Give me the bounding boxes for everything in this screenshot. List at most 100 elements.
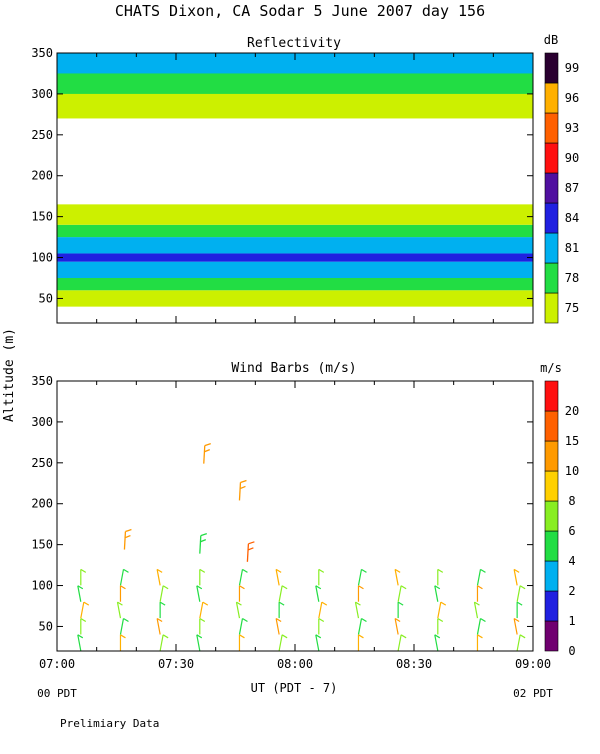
wind-barb	[516, 585, 526, 602]
wind-barb-staff	[196, 585, 201, 602]
wind-barb-flag	[162, 634, 169, 639]
wind-barb-staff	[196, 634, 201, 651]
wind-barb-flag	[248, 541, 255, 545]
wind-barb-upper	[123, 528, 132, 550]
wind-colorbar-swatch	[544, 500, 559, 532]
wind-barb-staff	[315, 634, 320, 651]
wind-colorbar-swatch	[544, 470, 559, 502]
wind-barb-staff	[513, 618, 518, 635]
wind-barb-flag	[437, 617, 444, 622]
wind-barb	[80, 617, 87, 635]
wind-barb	[80, 568, 87, 586]
y-axis-label: Altitude (m)	[2, 328, 17, 422]
wind-barb-staff	[476, 569, 482, 586]
wind-colorbar-swatch	[544, 410, 559, 442]
wind-barb-flag	[123, 568, 129, 573]
wind-barb-flag	[358, 585, 364, 590]
wind-barb-staff	[159, 634, 164, 651]
wind-barb	[159, 601, 166, 619]
wind-barb-staff	[238, 569, 244, 586]
wind-colorbar-label: 20	[565, 404, 579, 418]
wind-barb	[159, 634, 169, 651]
wind-barb-flag	[519, 585, 526, 590]
wind-barb-staff	[235, 601, 241, 619]
wind-frame	[56, 380, 534, 652]
wind-barb-flag	[318, 568, 325, 573]
wind-ytick-label: 100	[31, 579, 53, 593]
wind-barb-flag	[162, 585, 169, 590]
wind-barb-flag	[275, 568, 282, 573]
wind-barb-flag	[120, 585, 126, 590]
wind-barb	[119, 585, 126, 602]
wind-barb	[516, 634, 526, 651]
wind-barb-flag	[400, 634, 407, 639]
wind-barb	[357, 568, 367, 586]
x-sublabel-right: 02 PDT	[513, 687, 553, 700]
wind-barb	[275, 617, 282, 635]
wind-barb-flag	[236, 601, 242, 606]
wind-barb	[357, 634, 364, 651]
wind-plot-area	[77, 443, 526, 651]
wind-barb-flag	[434, 585, 441, 590]
reflectivity-title: Reflectivity	[247, 36, 341, 51]
wind-barb	[238, 634, 245, 651]
wind-barb-staff	[238, 482, 242, 501]
wind-axes: 50 100 150 200 250 300 350 07:00 07:30 08:00 08:30…	[31, 374, 551, 671]
wind-barb-upper	[238, 479, 247, 501]
page-title: CHATS Dixon, CA Sodar 5 June 2007 day 15…	[115, 2, 485, 20]
wind-colorbar-label: 8	[568, 494, 575, 508]
wind-barb-flag	[440, 601, 447, 606]
wind-barb-staff	[434, 585, 439, 602]
wind-barb-staff	[318, 601, 323, 619]
wind-xtick-label: 07:30	[158, 657, 194, 671]
wind-barb-staff	[397, 634, 402, 651]
wind-ytick-label: 250	[31, 456, 53, 470]
wind-ytick-label: 350	[31, 374, 53, 388]
wind-barb	[394, 568, 401, 586]
wind-barb-flag	[434, 634, 441, 639]
reflectivity-colorbar-label: 75	[565, 301, 579, 315]
wind-barb-staff	[275, 569, 280, 586]
wind-barb-staff	[278, 634, 283, 651]
wind-colorbar: 0 1 2 4 6 8 10 15 20	[544, 380, 579, 658]
wind-barb	[159, 585, 169, 602]
wind-barb	[315, 634, 322, 651]
wind-barb-flag	[474, 601, 480, 606]
wind-barb-flag	[361, 568, 367, 573]
wind-barb-flag	[117, 601, 123, 606]
wind-barb	[397, 634, 407, 651]
wind-colorbar-label: 2	[568, 584, 575, 598]
wind-barb-flag	[123, 617, 129, 622]
wind-barb	[357, 585, 364, 602]
wind-barb	[199, 617, 206, 635]
reflectivity-colorbar-swatch	[544, 52, 559, 84]
wind-barb-flag	[200, 533, 208, 537]
wind-barb-flag	[240, 479, 247, 484]
wind-barb-staff	[437, 601, 442, 619]
wind-barb-staff	[357, 618, 363, 635]
wind-barb	[437, 568, 444, 586]
wind-barb-flag	[196, 585, 203, 590]
wind-barb	[275, 568, 282, 586]
wind-barb-staff	[203, 445, 206, 464]
wind-barb	[278, 634, 288, 651]
wind-barb	[318, 568, 325, 586]
wind-barb-flag	[199, 568, 206, 573]
wind-barb	[238, 617, 248, 635]
wind-barb-flag	[202, 601, 209, 606]
wind-barb	[434, 634, 441, 651]
wind-barb-flag	[480, 568, 486, 573]
wind-barb-flag	[437, 568, 444, 573]
reflectivity-colorbar-label: 93	[565, 121, 579, 135]
wind-barb	[116, 601, 123, 619]
wind-barb-staff	[199, 535, 202, 554]
wind-barb	[434, 585, 441, 602]
wind-ytick-label: 300	[31, 415, 53, 429]
wind-barb	[437, 617, 444, 635]
wind-barb-flag	[355, 601, 361, 606]
reflectivity-ytick-label: 50	[39, 291, 53, 305]
wind-barb	[357, 617, 367, 635]
wind-barb-flag	[120, 634, 126, 639]
wind-barb-flag	[242, 568, 248, 573]
wind-ytick-label: 150	[31, 538, 53, 552]
